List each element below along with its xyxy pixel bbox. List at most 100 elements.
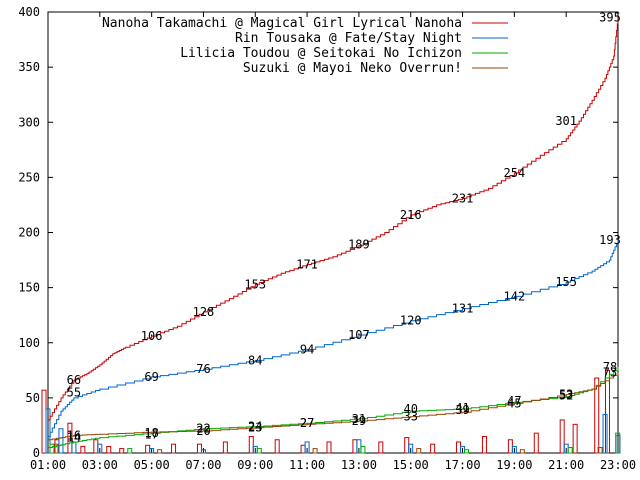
data-label: 52 bbox=[559, 389, 573, 403]
y-tick-label: 300 bbox=[18, 115, 40, 129]
bar-red bbox=[456, 441, 462, 454]
bar-green bbox=[256, 448, 262, 454]
bar-green bbox=[567, 446, 573, 454]
bar-red bbox=[594, 377, 600, 454]
bar-green bbox=[49, 443, 55, 454]
bar-green bbox=[615, 432, 621, 454]
y-tick-label: 250 bbox=[18, 170, 40, 184]
x-tick-label: 09:00 bbox=[237, 458, 273, 472]
legend-label: Rin Tousaka @ Fate/Stay Night bbox=[235, 31, 462, 46]
x-tick-label: 03:00 bbox=[82, 458, 118, 472]
bar-red bbox=[481, 435, 487, 454]
data-label: 16 bbox=[67, 428, 81, 442]
bar-red bbox=[222, 441, 228, 454]
bar-layer bbox=[41, 369, 621, 454]
series-line-1 bbox=[48, 240, 619, 437]
bar-red bbox=[404, 437, 410, 454]
y-tick-label: 350 bbox=[18, 60, 40, 74]
data-label: 78 bbox=[603, 360, 617, 374]
bar-brown bbox=[597, 446, 603, 454]
series-line-0 bbox=[48, 17, 619, 421]
legend-label: Lilicia Toudou @ Seitokai No Ichizon bbox=[180, 46, 462, 61]
x-axis: 01:00 03:00 05:00 07:00 09:00 11:00 13:00 15:00… bbox=[30, 12, 636, 472]
data-label: 41 bbox=[455, 401, 469, 415]
data-label: 22 bbox=[196, 422, 210, 436]
data-label: 18 bbox=[144, 426, 158, 440]
data-label: 171 bbox=[296, 257, 318, 271]
data-label: 216 bbox=[400, 208, 422, 222]
series-line-2 bbox=[48, 367, 619, 448]
bar-red bbox=[67, 422, 73, 454]
data-label: 45 bbox=[507, 396, 521, 410]
y-tick-label: 100 bbox=[18, 336, 40, 350]
legend: Nanoha Takamachi @ Magical Girl Lyrical … bbox=[102, 16, 508, 76]
plot-frame bbox=[47, 11, 619, 454]
bar-blue bbox=[511, 445, 517, 454]
data-label: 128 bbox=[193, 305, 215, 319]
bar-green bbox=[464, 449, 470, 454]
data-label: 155 bbox=[555, 275, 577, 289]
data-label: 27 bbox=[300, 416, 314, 430]
data-label: 106 bbox=[141, 329, 163, 343]
bar-red bbox=[41, 389, 47, 454]
bar-brown bbox=[157, 449, 163, 454]
x-tick-label: 21:00 bbox=[548, 458, 584, 472]
data-label: 53 bbox=[559, 388, 573, 402]
data-label: 131 bbox=[452, 302, 474, 316]
data-label: 73 bbox=[603, 366, 617, 380]
bar-blue bbox=[45, 408, 51, 454]
x-tick-label: 15:00 bbox=[393, 458, 429, 472]
x-tick-label: 19:00 bbox=[496, 458, 532, 472]
data-label: 31 bbox=[352, 412, 366, 426]
data-label: 29 bbox=[352, 414, 366, 428]
bar-red bbox=[171, 443, 177, 454]
data-label: 231 bbox=[452, 191, 474, 205]
data-label: 47 bbox=[507, 394, 521, 408]
bar-brown bbox=[53, 443, 59, 454]
data-label: 84 bbox=[248, 353, 262, 367]
bar-red bbox=[352, 439, 358, 454]
bar-red bbox=[80, 445, 86, 454]
bar-brown bbox=[519, 449, 525, 454]
y-tick-label: 200 bbox=[18, 226, 40, 240]
x-tick-label: 23:00 bbox=[600, 458, 636, 472]
data-label: 27 bbox=[300, 416, 314, 430]
y-tick-label: 50 bbox=[26, 391, 40, 405]
data-label: 39 bbox=[455, 403, 469, 417]
data-label: 17 bbox=[144, 427, 158, 441]
bar-red bbox=[378, 441, 384, 454]
data-label: 66 bbox=[67, 373, 81, 387]
bar-red bbox=[430, 443, 436, 454]
x-tick-label: 01:00 bbox=[30, 458, 66, 472]
line-layer bbox=[48, 17, 619, 448]
bar-green bbox=[360, 445, 366, 454]
bar-red bbox=[507, 439, 513, 454]
data-label: 76 bbox=[196, 362, 210, 376]
y-tick-label: 150 bbox=[18, 281, 40, 295]
series-line-3 bbox=[48, 372, 619, 441]
bar-blue bbox=[58, 428, 64, 454]
bar-brown bbox=[312, 448, 318, 454]
bar-red bbox=[326, 441, 332, 454]
data-label: 189 bbox=[348, 238, 370, 252]
data-label: 153 bbox=[244, 277, 266, 291]
x-tick-label: 07:00 bbox=[185, 458, 221, 472]
bar-red bbox=[274, 439, 280, 454]
y-axis: 0 50 100 150 200 250 300 350 400 bbox=[18, 5, 618, 460]
bar-red bbox=[533, 432, 539, 454]
data-label: 301 bbox=[555, 114, 577, 128]
bar-red bbox=[119, 448, 125, 454]
bar-brown bbox=[416, 448, 422, 454]
bar-blue bbox=[304, 441, 310, 454]
bar-blue bbox=[200, 449, 206, 454]
data-label: 40 bbox=[404, 402, 418, 416]
bar-red bbox=[106, 445, 112, 454]
bar-red bbox=[559, 419, 565, 454]
data-label: 33 bbox=[404, 410, 418, 424]
x-tick-label: 11:00 bbox=[289, 458, 325, 472]
legend-label: Suzuki @ Mayoi Neko Overrun! bbox=[243, 61, 462, 76]
data-label: 107 bbox=[348, 328, 370, 342]
data-label: 23 bbox=[248, 421, 262, 435]
